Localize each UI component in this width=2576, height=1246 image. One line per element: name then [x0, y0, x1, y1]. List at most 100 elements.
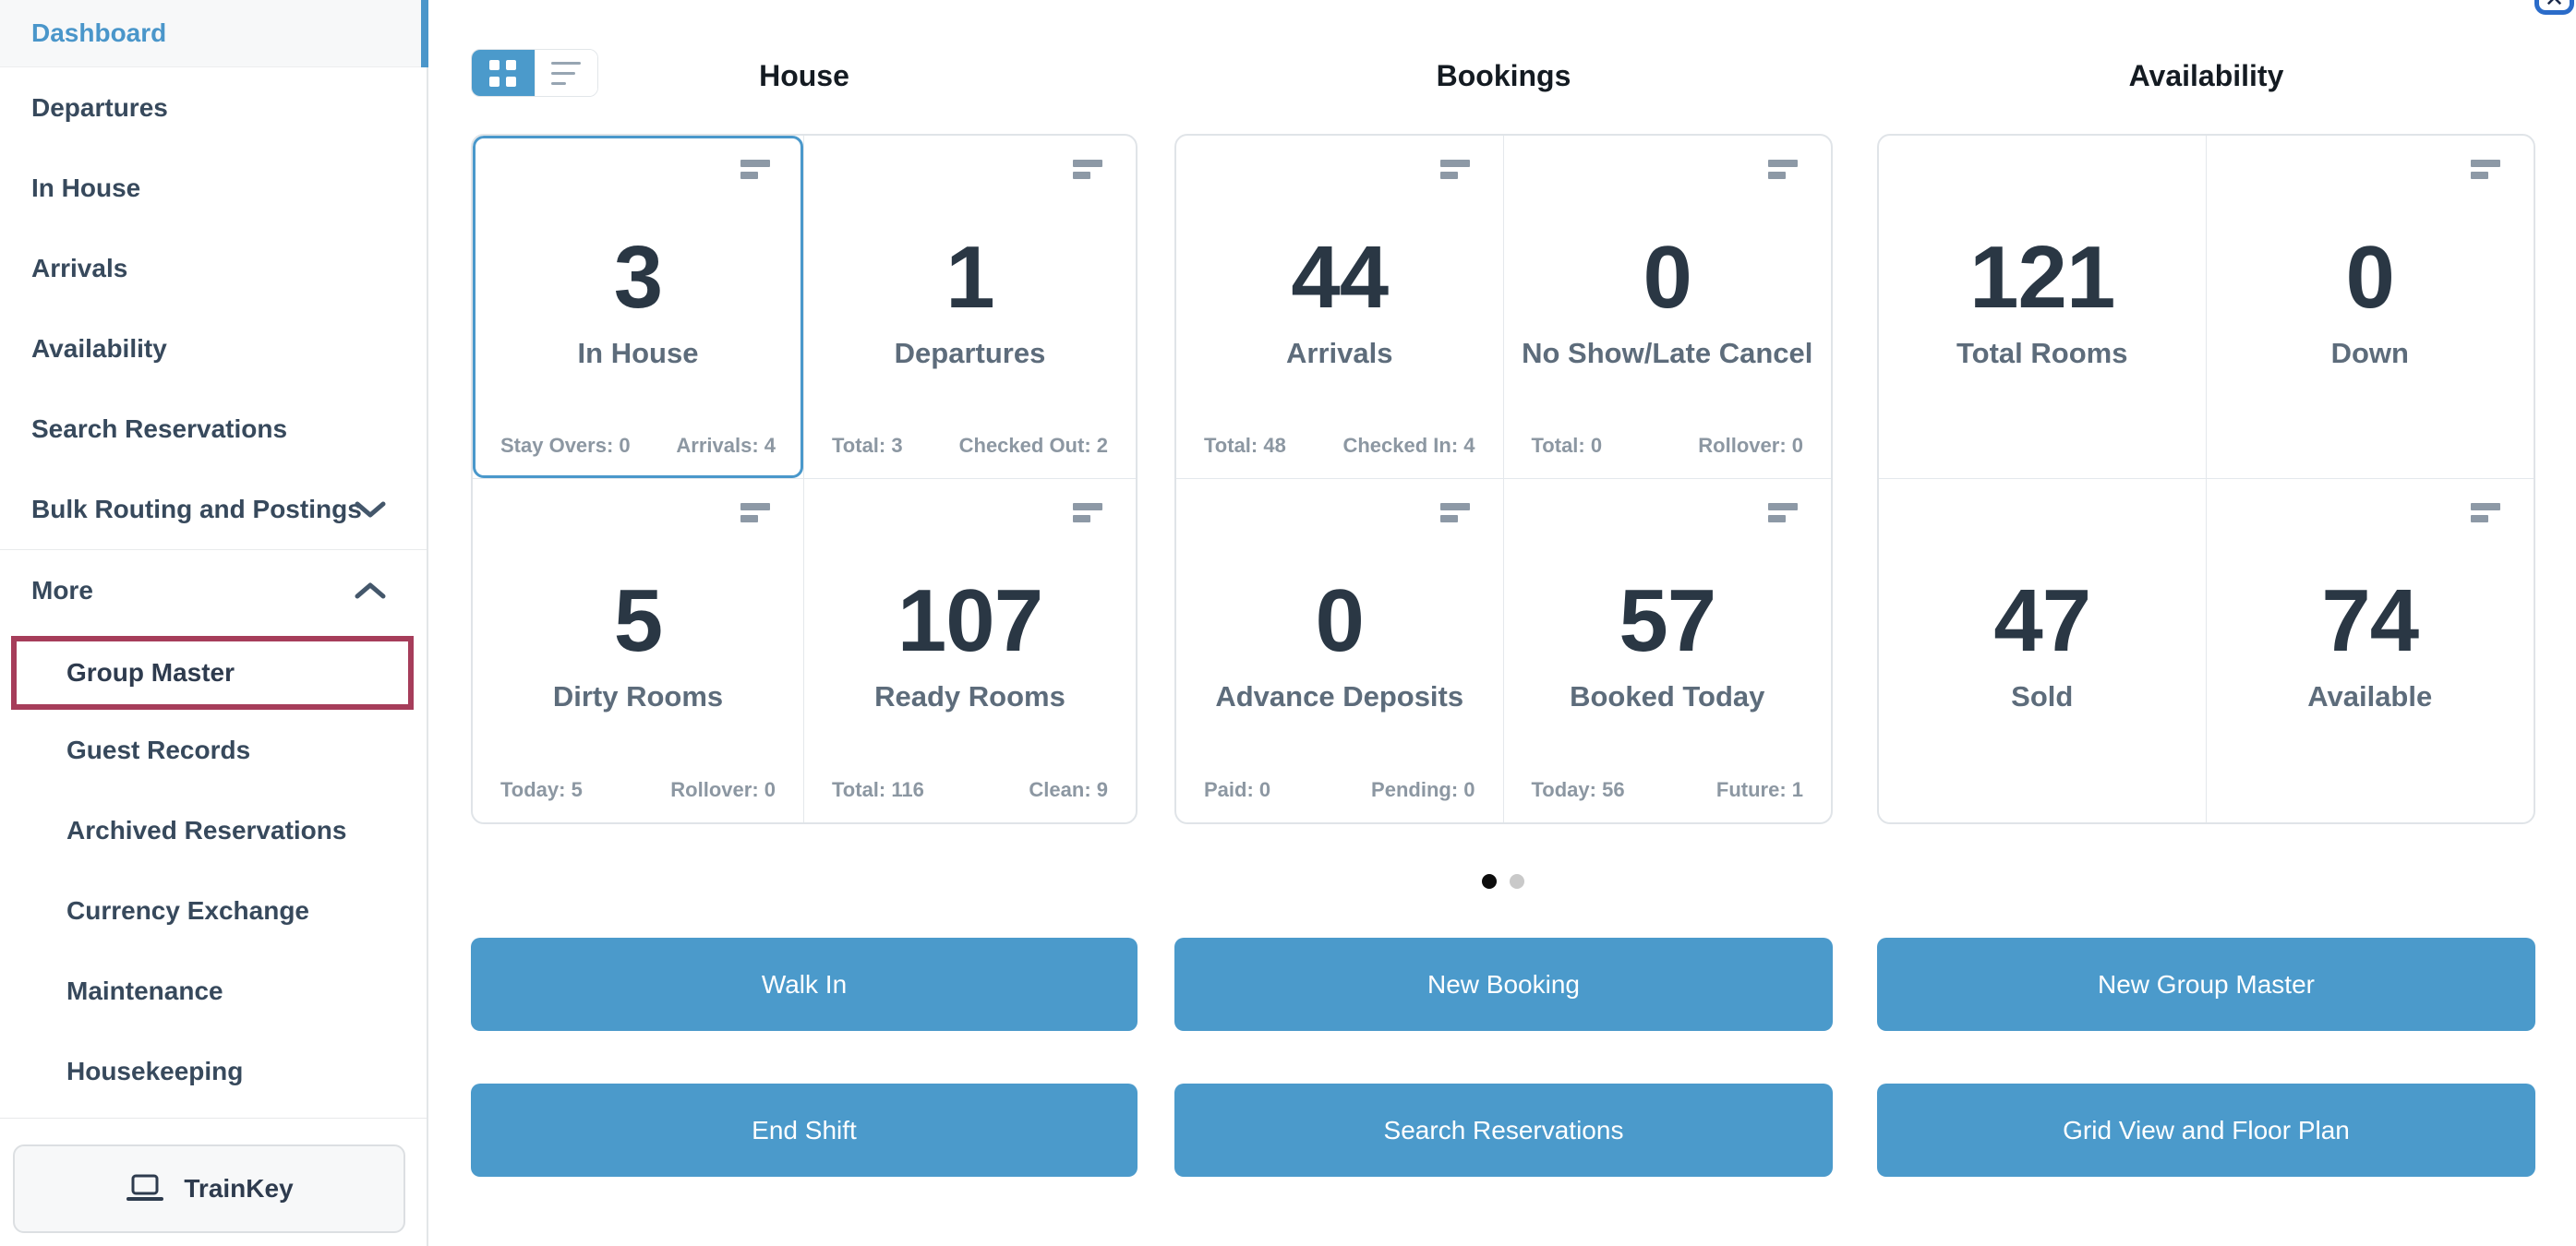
card-value: 107: [897, 571, 1043, 670]
sidebar-item-archived-reservations[interactable]: Archived Reservations: [0, 790, 427, 870]
sidebar-item-in-house[interactable]: In House: [0, 148, 427, 228]
card-booked-today[interactable]: 57 Booked Today Today: 56 Future: 1: [1504, 479, 1832, 822]
card-ready-rooms[interactable]: 107 Ready Rooms Total: 116 Clean: 9: [804, 479, 1136, 822]
card-in-house[interactable]: 3 In House Stay Overs: 0 Arrivals: 4: [473, 136, 804, 479]
card-label: Ready Rooms: [874, 680, 1065, 713]
card-departures[interactable]: 1 Departures Total: 3 Checked Out: 2: [804, 136, 1136, 479]
trainkey-button[interactable]: TrainKey: [13, 1144, 405, 1233]
sidebar-scrollbar-thumb[interactable]: [421, 0, 428, 67]
card-footer-right: Checked In: 4: [1342, 434, 1475, 457]
card-footer: Total: 116 Clean: 9: [832, 778, 1108, 802]
card-footer-right: Arrivals: 4: [676, 434, 776, 457]
sidebar-item-label: Departures: [31, 92, 168, 122]
carousel-dot[interactable]: [1509, 874, 1524, 889]
card-footer: Total: 0 Rollover: 0: [1532, 434, 1804, 458]
card-footer-right: Checked Out: 2: [958, 434, 1108, 457]
card-dirty-rooms[interactable]: 5 Dirty Rooms Today: 5 Rollover: 0: [473, 479, 804, 822]
card-menu-icon[interactable]: [1768, 160, 1798, 179]
card-menu-icon[interactable]: [1073, 160, 1102, 179]
corner-overlay-chip[interactable]: ✕: [2534, 0, 2574, 15]
card-menu-icon[interactable]: [740, 503, 770, 522]
sidebar-item-housekeeping[interactable]: Housekeeping: [0, 1031, 427, 1111]
sidebar-item-search-reservations[interactable]: Search Reservations: [0, 389, 427, 469]
button-label: Search Reservations: [1383, 1115, 1624, 1144]
card-footer: Today: 5 Rollover: 0: [500, 778, 776, 802]
sidebar-divider: [0, 549, 427, 550]
card-sold[interactable]: 47 Sold: [1879, 479, 2207, 822]
card-down[interactable]: 0 Down: [2206, 136, 2534, 479]
card-menu-icon[interactable]: [2471, 503, 2500, 522]
card-no-show-late-cancel[interactable]: 0 No Show/Late Cancel Total: 0 Rollover:…: [1503, 136, 1831, 479]
sidebar-item-availability[interactable]: Availability: [0, 308, 427, 389]
card-menu-icon[interactable]: [1439, 160, 1470, 179]
sidebar-item-label: Guest Records: [66, 735, 251, 764]
card-value: 3: [613, 228, 663, 327]
list-icon: [551, 61, 582, 85]
grid-icon: [489, 59, 517, 87]
card-menu-icon[interactable]: [740, 160, 770, 179]
search-reservations-button[interactable]: Search Reservations: [1174, 1084, 1833, 1177]
button-label: New Booking: [1427, 969, 1580, 999]
sidebar-item-label: Maintenance: [66, 976, 223, 1005]
grid-view-floor-plan-button[interactable]: Grid View and Floor Plan: [1877, 1084, 2535, 1177]
card-arrivals[interactable]: 44 Arrivals Total: 48 Checked In: 4: [1176, 136, 1504, 479]
card-label: No Show/Late Cancel: [1522, 337, 1813, 369]
card-footer-right: Clean: 9: [1029, 778, 1108, 801]
card-label: In House: [577, 337, 699, 369]
sidebar-item-currency-exchange[interactable]: Currency Exchange: [0, 870, 427, 951]
sidebar: Dashboard Departures In House Arrivals A…: [0, 0, 428, 1246]
carousel-dot-active[interactable]: [1481, 874, 1497, 889]
sidebar-item-guest-records[interactable]: Guest Records: [0, 710, 427, 790]
card-footer: Stay Overs: 0 Arrivals: 4: [500, 434, 776, 458]
card-value: 74: [2321, 571, 2419, 670]
sidebar-item-label: Bulk Routing and Postings: [31, 494, 362, 523]
card-value: 121: [1969, 228, 2115, 327]
card-value: 1: [945, 228, 994, 327]
sidebar-item-dashboard[interactable]: Dashboard: [0, 0, 428, 67]
card-label: Dirty Rooms: [552, 680, 724, 713]
sidebar-item-label: Housekeeping: [66, 1056, 244, 1085]
card-label: Down: [2330, 337, 2409, 369]
sidebar-item-maintenance[interactable]: Maintenance: [0, 951, 427, 1031]
sidebar-item-group-master[interactable]: Group Master: [11, 636, 414, 710]
chevron-down-icon: [355, 500, 386, 519]
sidebar-item-label: Archived Reservations: [66, 815, 347, 845]
availability-panel: 121 Total Rooms 0 Down 47 Sold 74 Availa…: [1877, 134, 2535, 824]
new-booking-button[interactable]: New Booking: [1174, 938, 1833, 1031]
new-group-master-button[interactable]: New Group Master: [1877, 938, 2535, 1031]
card-menu-icon[interactable]: [2471, 160, 2500, 179]
card-value: 0: [2345, 228, 2395, 327]
button-label: End Shift: [752, 1115, 857, 1144]
button-label: Walk In: [761, 969, 848, 999]
walk-in-button[interactable]: Walk In: [471, 938, 1138, 1031]
trainkey-label: TrainKey: [184, 1174, 294, 1203]
sidebar-item-bulk-routing[interactable]: Bulk Routing and Postings: [0, 469, 427, 549]
grid-view-button[interactable]: [472, 50, 535, 96]
view-toggle: [471, 49, 598, 97]
card-footer-left: Total: 48: [1204, 434, 1286, 457]
card-menu-icon[interactable]: [1073, 503, 1102, 522]
card-advance-deposits[interactable]: 0 Advance Deposits Paid: 0 Pending: 0: [1176, 479, 1504, 822]
sidebar-item-label: In House: [31, 173, 141, 202]
card-footer-left: Total: 3: [832, 434, 903, 457]
card-menu-icon[interactable]: [1439, 503, 1470, 522]
card-footer-right: Rollover: 0: [1698, 434, 1803, 457]
card-value: 44: [1291, 228, 1389, 327]
bookings-panel: 44 Arrivals Total: 48 Checked In: 4 0 No…: [1174, 134, 1833, 824]
list-view-button[interactable]: [534, 50, 597, 96]
card-value: 0: [1315, 571, 1365, 670]
sidebar-item-more[interactable]: More: [0, 550, 427, 630]
card-label: Booked Today: [1570, 680, 1765, 713]
card-total-rooms[interactable]: 121 Total Rooms: [1879, 136, 2207, 479]
section-title-availability: Availability: [2128, 59, 2284, 92]
button-label: Grid View and Floor Plan: [2063, 1115, 2350, 1144]
card-available[interactable]: 74 Available: [2207, 479, 2534, 822]
card-menu-icon[interactable]: [1768, 503, 1798, 522]
card-footer-left: Paid: 0: [1204, 778, 1271, 801]
sidebar-item-arrivals[interactable]: Arrivals: [0, 228, 427, 308]
card-footer-left: Stay Overs: 0: [500, 434, 631, 457]
sidebar-item-departures[interactable]: Departures: [0, 67, 427, 148]
end-shift-button[interactable]: End Shift: [471, 1084, 1138, 1177]
section-title-house: House: [759, 59, 849, 92]
